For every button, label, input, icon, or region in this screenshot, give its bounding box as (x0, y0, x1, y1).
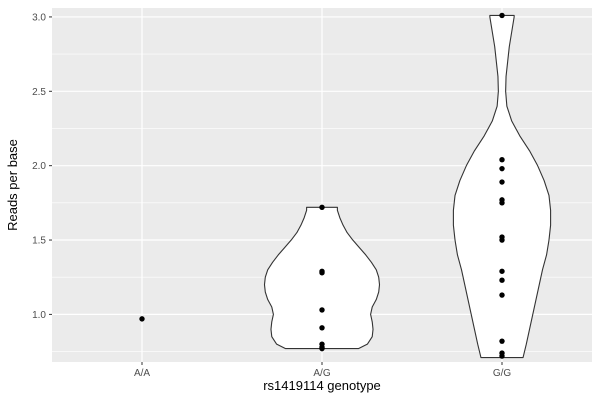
violins (263, 14, 552, 359)
data-point (499, 338, 505, 344)
data-point (499, 292, 505, 298)
data-point (319, 204, 325, 211)
x-tick-label: A/G (313, 368, 330, 379)
data-point (499, 277, 505, 283)
x-axis-title: rs1419114 genotype (263, 378, 381, 393)
data-point (499, 157, 505, 163)
data-point (499, 237, 505, 243)
x-axis-ticks: A/A A/G G/G (134, 362, 511, 379)
y-tick-label: 1.5 (32, 236, 46, 247)
x-tick-label: A/A (134, 368, 150, 379)
data-point (319, 270, 325, 276)
y-tick-label: 2.0 (32, 161, 46, 172)
x-tick-label: G/G (493, 368, 512, 379)
data-point (499, 165, 505, 172)
data-point (499, 179, 505, 185)
y-tick-label: 3.0 (32, 12, 46, 23)
y-axis-title: Reads per base (5, 139, 20, 231)
data-point (499, 200, 505, 206)
data-point (499, 353, 505, 359)
data-point (499, 12, 505, 19)
y-tick-label: 1.0 (32, 310, 46, 321)
data-point (319, 307, 325, 313)
data-point (319, 325, 325, 331)
violin-GG (452, 14, 552, 359)
y-tick-label: 2.5 (32, 87, 46, 98)
y-axis-ticks: 1.0 1.5 2.0 2.5 3.0 (32, 12, 52, 321)
data-points (139, 12, 505, 359)
data-point (139, 316, 145, 322)
data-point (499, 268, 505, 274)
violin-AG (263, 206, 381, 350)
data-point (319, 345, 325, 352)
